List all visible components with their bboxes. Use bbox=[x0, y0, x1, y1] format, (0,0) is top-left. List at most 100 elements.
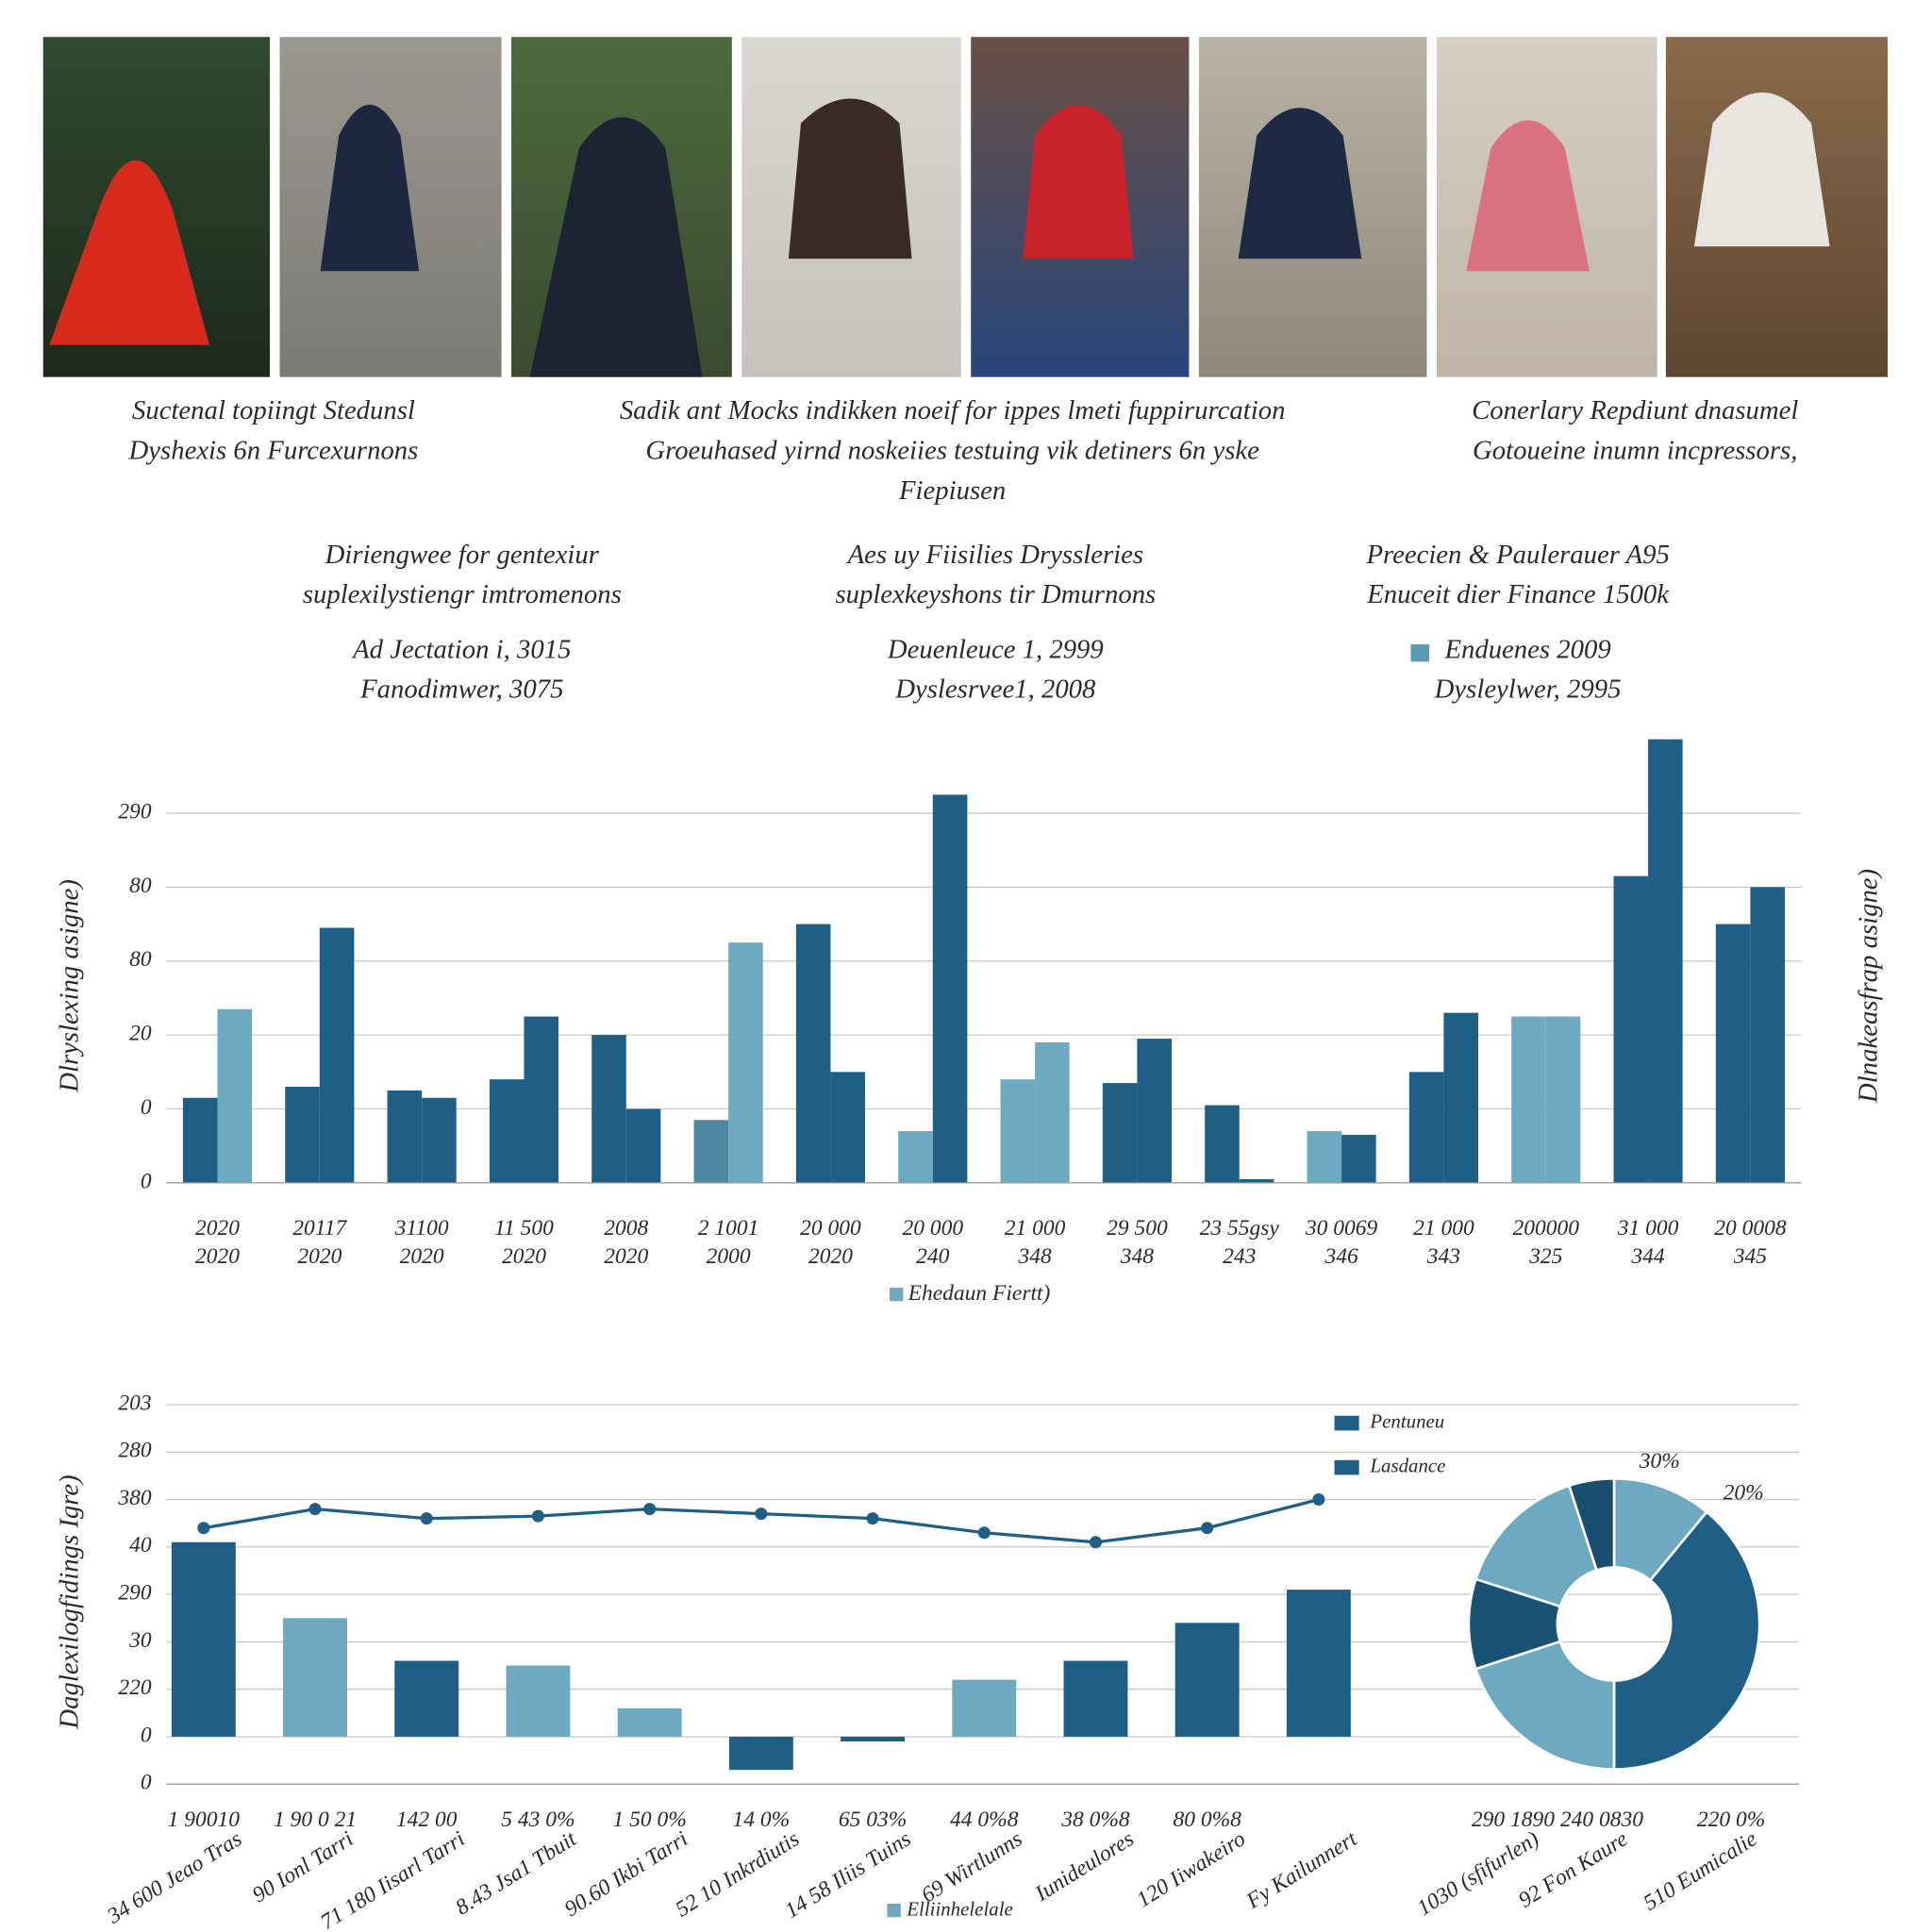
bar bbox=[1239, 1178, 1274, 1183]
y-axis-label: Daglexilogfidings Igre) bbox=[54, 1474, 84, 1729]
bar bbox=[728, 1736, 793, 1771]
x-tick-label: 120 Iiwakeiro bbox=[1133, 1826, 1251, 1912]
x-tick-label: 80 0%8 bbox=[1173, 1807, 1241, 1832]
pie-segment bbox=[1474, 1640, 1616, 1771]
y-tick-label: 280 bbox=[118, 1439, 152, 1463]
line-point bbox=[308, 1503, 322, 1516]
pie-segment bbox=[1474, 1484, 1599, 1608]
bar bbox=[1137, 1039, 1172, 1183]
bar bbox=[1443, 1012, 1478, 1183]
section-subline: Fanodimwer, 3075 bbox=[359, 674, 563, 704]
section-subline: Enduenes 2009 bbox=[1443, 635, 1610, 665]
line-point bbox=[977, 1526, 991, 1540]
section-header: Preecien & Paulerauer A95 bbox=[1365, 540, 1669, 570]
pie-segment bbox=[1612, 1509, 1761, 1771]
legend-label: Lasdance bbox=[1369, 1454, 1445, 1476]
legend-swatch bbox=[887, 1903, 901, 1918]
x-tick-label: 31100 bbox=[394, 1216, 449, 1241]
section-subline: Dysleylwer, 2995 bbox=[1434, 674, 1622, 704]
x-tick-label: 142 00 bbox=[396, 1807, 458, 1832]
x-tick-label: 20 0008 bbox=[1714, 1216, 1787, 1241]
x-tick-label: 5 43 0% bbox=[501, 1807, 575, 1832]
section-header: Diriengwee for gentexiur bbox=[325, 540, 600, 570]
annotation: 20% bbox=[1724, 1481, 1764, 1506]
photo-row bbox=[42, 37, 1888, 377]
x-tick-label: 31 000 bbox=[1617, 1216, 1679, 1241]
x-tick-label: 90.60 Ikbi Tarri bbox=[560, 1826, 692, 1922]
legend-label: Pentuneu bbox=[1369, 1409, 1444, 1432]
bar bbox=[422, 1097, 457, 1183]
bar bbox=[1408, 1072, 1444, 1183]
caption: Suctenal topiingt Stedunsl bbox=[132, 395, 415, 425]
legend-swatch bbox=[890, 1287, 904, 1302]
y-tick-label: 380 bbox=[117, 1486, 152, 1510]
y-tick-label: 290 bbox=[118, 1581, 152, 1606]
legend-swatch bbox=[1334, 1459, 1359, 1475]
y-tick-label: 0 bbox=[141, 1095, 152, 1120]
x-tick-label: 1 90 0 21 bbox=[274, 1807, 357, 1832]
line-point bbox=[1201, 1522, 1214, 1535]
bar bbox=[1205, 1105, 1240, 1183]
bar bbox=[1174, 1623, 1240, 1737]
annotation: 30% bbox=[1639, 1449, 1680, 1474]
x-tick-label: 348 bbox=[1120, 1244, 1155, 1269]
photo-figure bbox=[529, 117, 703, 377]
bar bbox=[830, 1072, 866, 1183]
bar bbox=[952, 1679, 1017, 1737]
caption: Groeuhased yirnd noskeiies testuing vik … bbox=[645, 436, 1259, 466]
x-tick-label: 29 500 bbox=[1107, 1216, 1168, 1241]
bar bbox=[1545, 1016, 1581, 1183]
bar bbox=[795, 924, 831, 1183]
bar bbox=[693, 1120, 729, 1183]
legend-swatch bbox=[1334, 1415, 1359, 1431]
line-point bbox=[1312, 1493, 1325, 1507]
x-tick-label: 1 50 0% bbox=[612, 1807, 686, 1832]
bar bbox=[394, 1660, 459, 1737]
section-subline: Ad Jectation i, 3015 bbox=[351, 635, 571, 665]
line bbox=[203, 1497, 1320, 1544]
bar bbox=[728, 942, 763, 1183]
x-tick-label: 2020 bbox=[195, 1244, 240, 1269]
bar bbox=[1613, 875, 1649, 1183]
legend-swatch bbox=[1410, 644, 1430, 662]
x-tick-label: 8.43 Jsa1 Tbuit bbox=[451, 1826, 581, 1920]
bar bbox=[1035, 1041, 1070, 1183]
section-header: suplexkeyshons tir Dmurnons bbox=[835, 579, 1156, 609]
x-tick-label: 343 bbox=[1426, 1244, 1460, 1269]
y-tick-label: 203 bbox=[118, 1391, 151, 1415]
x-tick-label: 44 0%8 bbox=[950, 1807, 1019, 1832]
legend-label: Elliinhelelale bbox=[906, 1898, 1012, 1921]
bar bbox=[1341, 1134, 1376, 1183]
x-tick-label: 346 bbox=[1324, 1244, 1358, 1269]
x-tick-label: 348 bbox=[1017, 1244, 1052, 1269]
section-header: Aes uy Fiisilies Dryssleries bbox=[846, 540, 1143, 570]
x-tick-label: 20117 bbox=[292, 1216, 347, 1241]
y-tick-label: 220 bbox=[118, 1675, 152, 1700]
y-tick-label: 20 bbox=[129, 1022, 152, 1046]
line-point bbox=[866, 1512, 879, 1525]
x-tick-label: Iunideulores bbox=[1030, 1826, 1139, 1907]
photo-figure bbox=[1023, 105, 1134, 259]
bar bbox=[1286, 1590, 1351, 1737]
x-tick-label: 2020 bbox=[195, 1216, 240, 1241]
x-tick-label: 2020 bbox=[400, 1244, 444, 1269]
bar bbox=[1511, 1016, 1546, 1183]
bar bbox=[1750, 887, 1785, 1183]
x-tick-label: 200000 bbox=[1512, 1216, 1579, 1241]
x-tick-label: 21 000 bbox=[1005, 1216, 1066, 1241]
section-header: Enuceit dier Finance 1500k bbox=[1366, 579, 1670, 609]
x-tick-label: 38 0%8 bbox=[1060, 1807, 1130, 1832]
y2-axis-label: Dlnakeasfrap asigne) bbox=[1853, 869, 1883, 1104]
bar bbox=[591, 1035, 626, 1183]
y-tick-label: 0 bbox=[141, 1723, 152, 1747]
section-subline: Dyslesrvee1, 2008 bbox=[894, 674, 1096, 704]
text-blocks: Suctenal topiingt Stedunsl Dyshexis 6n Fu… bbox=[128, 395, 1799, 704]
bar bbox=[285, 1087, 320, 1183]
section-header: suplexilystiengr imtromenons bbox=[303, 579, 622, 609]
bar bbox=[1000, 1079, 1036, 1183]
x-tick-label: 325 bbox=[1528, 1244, 1563, 1269]
line-point bbox=[1089, 1536, 1102, 1549]
x-tick-label: 345 bbox=[1733, 1244, 1768, 1269]
x-tick-label: 30 0069 bbox=[1305, 1216, 1378, 1241]
x-tick-label: 2020 bbox=[297, 1244, 341, 1269]
